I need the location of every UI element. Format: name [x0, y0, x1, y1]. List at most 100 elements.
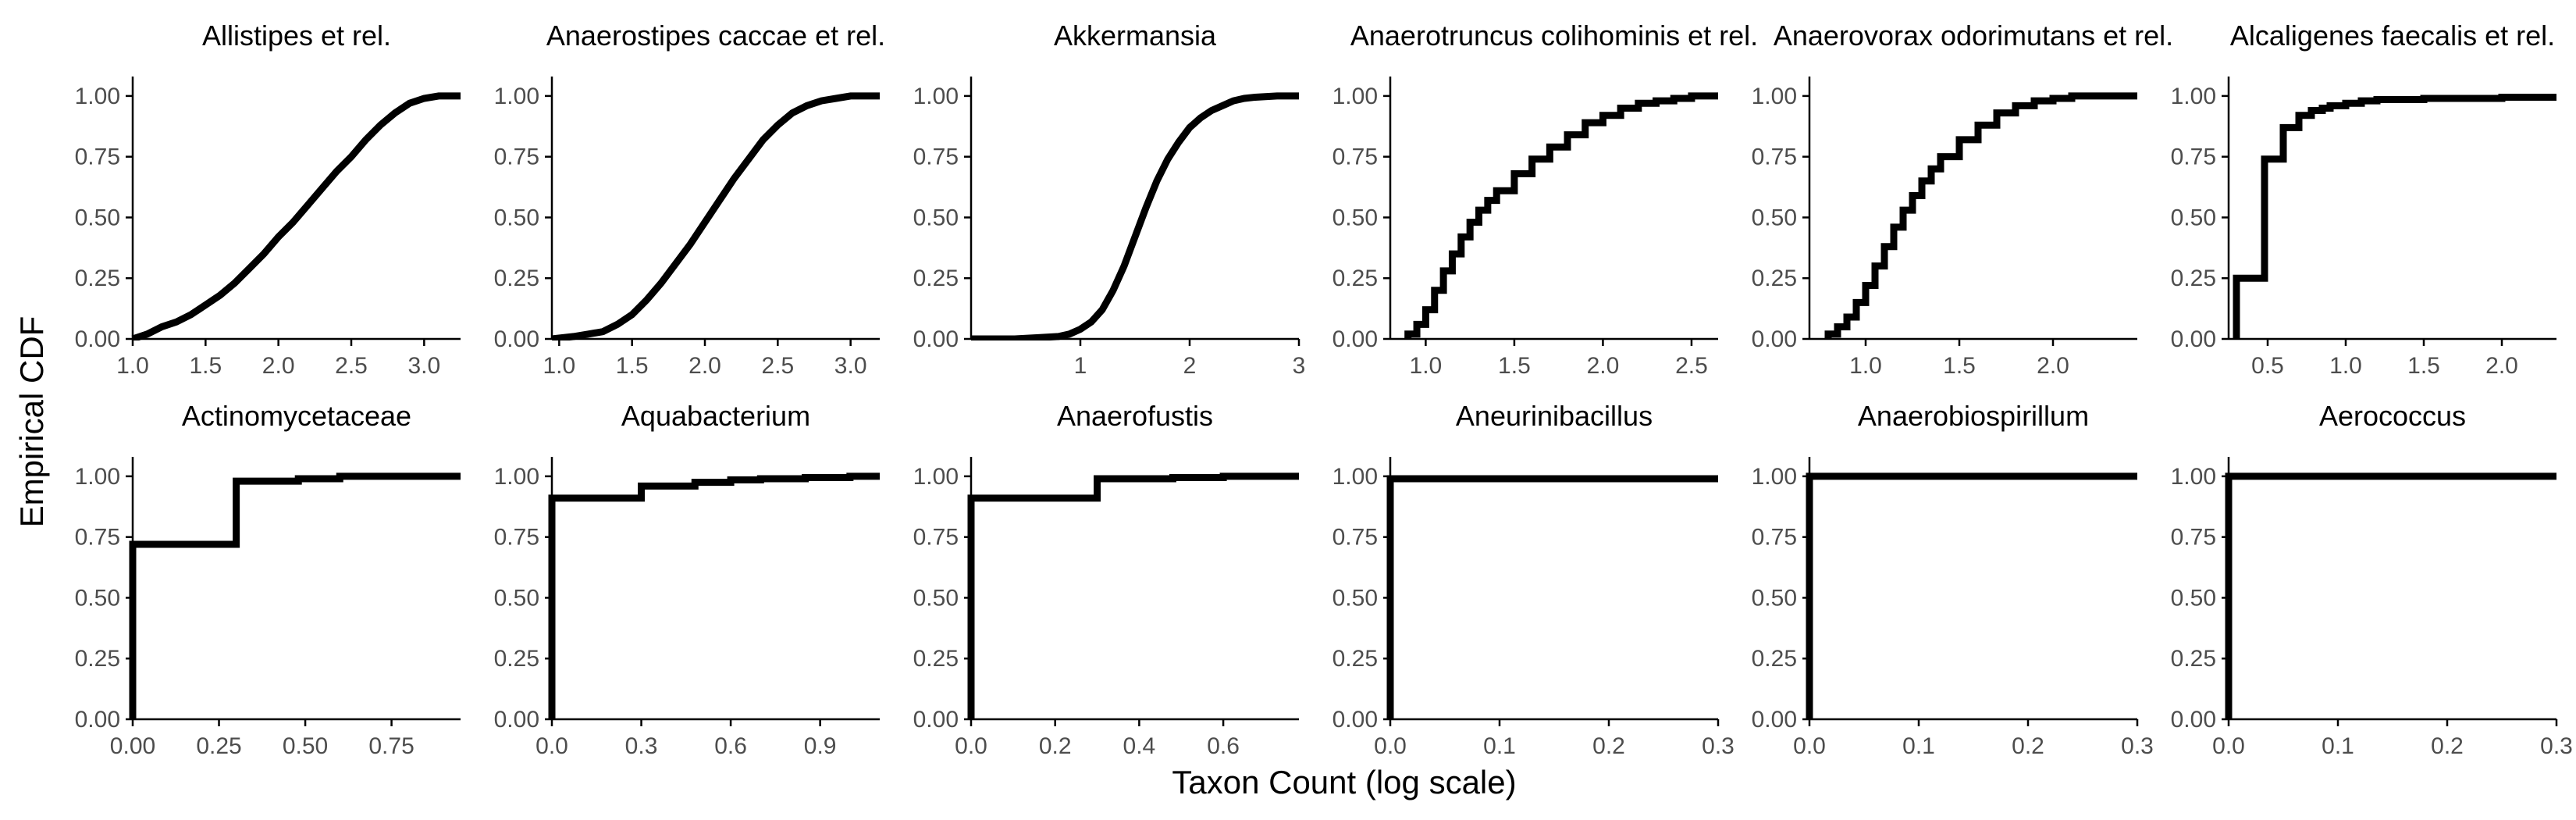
facet-panel: Aquabacterium 0.00 0.25 0.50 0.75 1.00 0.0 0.3 0… [494, 400, 880, 759]
x-tick-label: 2.5 [1675, 353, 1708, 379]
facet-panel: Anaerobiospirillum 0.00 0.25 0.50 0.75 1.00 0.… [1752, 400, 2154, 759]
x-tick-label: 0.00 [110, 733, 155, 759]
x-tick-label: 0.0 [1374, 733, 1407, 759]
y-tick-label: 0.00 [1332, 326, 1378, 352]
y-tick-label: 0.50 [2171, 585, 2216, 611]
x-tick-label: 2.5 [761, 353, 794, 379]
x-tick-label: 3.0 [834, 353, 867, 379]
facet-strip-title: Anaerotruncus colihominis et rel. [1350, 20, 1758, 52]
x-tick-label: 0.1 [1483, 733, 1516, 759]
y-tick-label: 0.25 [1332, 646, 1378, 672]
x-tick-label: 0.3 [2540, 733, 2573, 759]
x-tick-label: 1.5 [2407, 353, 2440, 379]
y-tick-label: 0.00 [1752, 326, 1797, 352]
x-tick-label: 1 [1074, 353, 1087, 379]
y-tick-label: 1.00 [494, 464, 539, 490]
x-tick-label: 0.9 [804, 733, 837, 759]
y-tick-label: 0.50 [2171, 205, 2216, 230]
x-tick-label: 0.4 [1123, 733, 1156, 759]
x-tick-label: 0.2 [2012, 733, 2044, 759]
x-tick-label: 0.75 [368, 733, 414, 759]
y-tick-label: 1.00 [913, 84, 959, 109]
y-tick-label: 0.25 [2171, 646, 2216, 672]
y-tick-label: 0.00 [494, 707, 539, 733]
y-tick-label: 0.50 [913, 585, 959, 611]
y-tick-label: 0.75 [913, 144, 959, 170]
facet-panel: Actinomycetaceae 0.00 0.25 0.50 0.75 1.00 0.00… [75, 400, 461, 759]
facet-strip-title: Anaerobiospirillum [1858, 400, 2089, 432]
facet-strip-title: Alcaligenes faecalis et rel. [2230, 20, 2555, 52]
x-tick-label: 0.6 [1207, 733, 1240, 759]
x-tick-label: 1.5 [1498, 353, 1531, 379]
y-tick-label: 0.25 [75, 266, 120, 291]
y-tick-label: 1.00 [2171, 84, 2216, 109]
y-tick-label: 0.00 [75, 707, 120, 733]
y-tick-label: 0.00 [2171, 326, 2216, 352]
facet-strip-title: Anaerofustis [1057, 400, 1213, 432]
facet-strip-title: Anaerovorax odorimutans et rel. [1774, 20, 2173, 52]
facet-strip-title: Akkermansia [1054, 20, 1217, 52]
y-tick-label: 1.00 [494, 84, 539, 109]
x-tick-label: 1.0 [543, 353, 575, 379]
x-tick-label: 1.0 [1849, 353, 1882, 379]
y-tick-label: 1.00 [2171, 464, 2216, 490]
x-tick-label: 0.0 [1793, 733, 1826, 759]
y-tick-label: 0.75 [75, 144, 120, 170]
facet-strip-title: Aquabacterium [621, 400, 810, 432]
facet-panel: Anaerotruncus colihominis et rel. 0.00 0.2… [1332, 20, 1759, 379]
x-axis-title: Taxon Count (log scale) [1172, 764, 1516, 800]
y-tick-label: 0.00 [75, 326, 120, 352]
x-tick-label: 2.0 [688, 353, 721, 379]
y-tick-label: 0.75 [1752, 525, 1797, 551]
facet-panel: Anaerofustis 0.00 0.25 0.50 0.75 1.00 0.0 0.2 0.… [913, 400, 1299, 759]
x-tick-label: 0.25 [196, 733, 241, 759]
x-tick-label: 0.2 [1592, 733, 1625, 759]
y-tick-label: 0.75 [2171, 144, 2216, 170]
y-tick-label: 0.00 [1332, 707, 1378, 733]
x-tick-label: 1.0 [2329, 353, 2362, 379]
y-tick-label: 1.00 [1752, 464, 1797, 490]
y-tick-label: 0.50 [1752, 205, 1797, 230]
x-tick-label: 0.2 [1039, 733, 1072, 759]
facet-strip-title: Aerococcus [2319, 400, 2466, 432]
facet-panel: Anaerovorax odorimutans et rel. 0.00 0.25 0… [1752, 20, 2174, 379]
x-tick-label: 2.0 [1587, 353, 1620, 379]
x-tick-label: 0.3 [625, 733, 658, 759]
y-tick-label: 0.50 [75, 205, 120, 230]
facet-strip-title: Aneurinibacillus [1456, 400, 1653, 432]
y-tick-label: 0.25 [1752, 266, 1797, 291]
x-tick-label: 0.5 [2251, 353, 2284, 379]
y-tick-label: 0.25 [494, 266, 539, 291]
ecdf-line [1824, 92, 2137, 339]
y-tick-label: 0.50 [913, 205, 959, 230]
y-tick-label: 0.00 [1752, 707, 1797, 733]
facet-panel: Akkermansia 0.00 0.25 0.50 0.75 1.00 1 2 3 [913, 20, 1306, 379]
y-tick-label: 1.00 [75, 464, 120, 490]
ecdf-line [1386, 475, 1718, 719]
ecdf-line [548, 472, 880, 719]
y-tick-label: 0.25 [75, 646, 120, 672]
y-tick-label: 0.75 [494, 525, 539, 551]
ecdf-line [2225, 472, 2556, 719]
y-tick-label: 0.00 [913, 326, 959, 352]
facet-panel: Anaerostipes caccae et rel. 0.00 0.25 0.50 0… [494, 20, 886, 379]
x-tick-label: 2 [1183, 353, 1197, 379]
x-tick-label: 1.5 [1943, 353, 1976, 379]
x-tick-label: 1.5 [189, 353, 222, 379]
y-tick-label: 0.25 [913, 266, 959, 291]
y-tick-label: 0.00 [2171, 707, 2216, 733]
x-tick-label: 0.2 [2431, 733, 2464, 759]
x-tick-label: 0.0 [2212, 733, 2245, 759]
y-tick-label: 0.50 [1332, 585, 1378, 611]
y-tick-label: 0.50 [494, 585, 539, 611]
x-tick-label: 3 [1293, 353, 1306, 379]
x-tick-label: 1.5 [616, 353, 649, 379]
x-tick-label: 0.1 [1902, 733, 1935, 759]
x-tick-label: 0.0 [535, 733, 568, 759]
y-tick-label: 0.75 [913, 525, 959, 551]
x-tick-label: 0.0 [955, 733, 987, 759]
x-tick-label: 0.1 [2322, 733, 2354, 759]
y-tick-label: 0.25 [494, 646, 539, 672]
y-tick-label: 0.75 [75, 525, 120, 551]
